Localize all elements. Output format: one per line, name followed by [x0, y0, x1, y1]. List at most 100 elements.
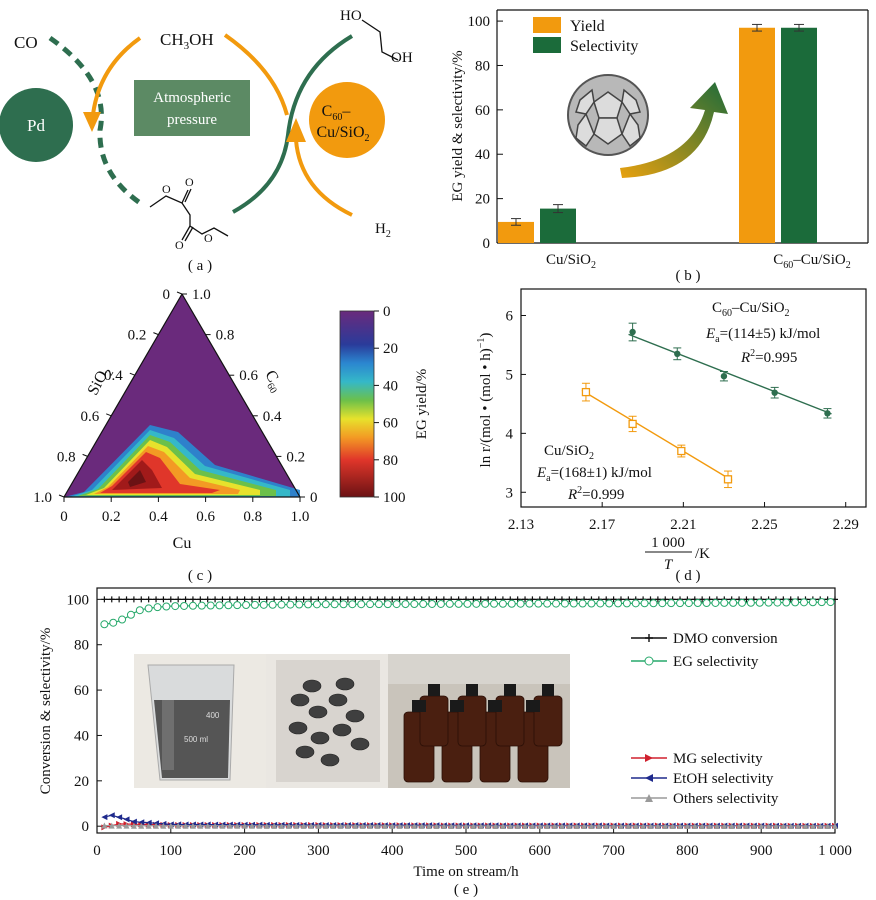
- e-marker-others: [433, 822, 440, 829]
- e-marker-eg: [180, 601, 189, 610]
- e-marker-conv: [219, 596, 226, 603]
- e-ytick-label: 0: [82, 819, 90, 835]
- e-legend-label: EG selectivity: [673, 654, 759, 670]
- c-axis-c60: C60: [259, 368, 287, 396]
- e-marker-others: [684, 822, 691, 829]
- e-marker-eg: [153, 603, 162, 612]
- ternary-left-edge: [63, 293, 183, 498]
- e-marker-others: [285, 822, 292, 829]
- h2-label: H2: [375, 221, 391, 240]
- bar-selectivity: [540, 208, 576, 243]
- bar-yield: [498, 221, 534, 243]
- e-marker-others: [389, 822, 396, 829]
- e-marker-others: [758, 822, 765, 829]
- d-point-green: [824, 410, 831, 417]
- e-marker-eg: [419, 600, 428, 609]
- e-marker-others: [175, 822, 182, 829]
- d-point-green: [674, 350, 681, 358]
- b-cat1-label: Cu/SiO2: [546, 252, 596, 271]
- e-marker-others: [802, 822, 809, 829]
- ethylene-glycol-structure: [361, 19, 399, 61]
- ternary-right-edge: [181, 293, 301, 498]
- colorbar-tick-label: 40: [383, 378, 398, 394]
- d-point-green: [629, 328, 636, 336]
- ternary-background: [64, 294, 300, 497]
- catalyst-circle: [309, 82, 385, 158]
- e-xtick-label: 300: [307, 843, 330, 859]
- e-marker-eg: [357, 600, 366, 609]
- e-marker-eg: [401, 600, 410, 609]
- e-marker-eg: [321, 600, 330, 609]
- fullerene-image: [567, 74, 649, 156]
- b-ytick-label: 40: [475, 147, 490, 163]
- e-marker-others: [795, 822, 802, 829]
- e-marker-others: [470, 822, 477, 829]
- e-marker-conv: [352, 596, 359, 603]
- e-xtick-label: 400: [381, 843, 404, 859]
- e-marker-eg: [109, 618, 118, 627]
- e-marker-others: [101, 822, 108, 829]
- e-marker-others: [566, 822, 573, 829]
- e-xtick-label: 0: [93, 843, 101, 859]
- e-marker-eg: [268, 600, 277, 609]
- colorbar-tick-label: 100: [383, 490, 406, 506]
- e-ytick-label: 40: [74, 728, 89, 744]
- improvement-arrow: [620, 82, 728, 178]
- e-marker-others: [551, 822, 558, 829]
- e-legend-label: EtOH selectivity: [673, 771, 774, 787]
- e-legend-marker: [645, 774, 653, 782]
- e-marker-others: [492, 822, 499, 829]
- c-left-tick: [58, 494, 65, 498]
- e-marker-others: [558, 822, 565, 829]
- e-ytick-label: 100: [67, 592, 90, 608]
- panel-a-label: ( a ): [188, 258, 212, 274]
- colorbar-tick-label: 20: [383, 341, 398, 357]
- c-left-tick-label: 0: [163, 287, 171, 303]
- legend-yield-label: Yield: [570, 18, 605, 35]
- e-marker-others: [256, 822, 263, 829]
- e-marker-conv: [566, 596, 573, 603]
- e-marker-conv: [256, 596, 263, 603]
- e-marker-others: [300, 822, 307, 829]
- d-xlabel-num: 1 000: [651, 535, 685, 551]
- e-marker-eg: [224, 601, 233, 610]
- e-marker-others: [610, 822, 617, 829]
- e-marker-eg: [454, 599, 463, 608]
- e-marker-conv: [160, 596, 167, 603]
- d-orange-name: Cu/SiO2: [544, 443, 594, 462]
- e-marker-others: [507, 822, 514, 829]
- e-marker-conv: [699, 596, 706, 603]
- e-marker-others: [308, 822, 315, 829]
- e-marker-others: [787, 822, 794, 829]
- d-xlabel-unit: /K: [695, 546, 710, 562]
- e-marker-eg: [507, 599, 516, 608]
- e-marker-eg: [614, 599, 623, 608]
- e-marker-others: [595, 822, 602, 829]
- e-legend-marker: [645, 634, 653, 642]
- e-marker-conv: [308, 596, 315, 603]
- e-marker-eg: [428, 599, 437, 608]
- e-marker-conv: [396, 596, 403, 603]
- d-xtick-label: 2.25: [751, 517, 777, 533]
- e-marker-eg: [569, 599, 578, 608]
- e-marker-etoh: [108, 812, 115, 819]
- b-ytick-label: 100: [468, 14, 491, 30]
- d-ytick-label: 3: [506, 485, 514, 501]
- d-plot: [581, 322, 832, 489]
- b-cat2-label: C60–Cu/SiO2: [773, 252, 851, 271]
- panel-b: 0 20 40 60 80 100 EG yield & selectivity/% Yi…: [450, 9, 869, 284]
- e-xlabel: Time on stream/h: [413, 864, 519, 880]
- e-legend-label: DMO conversion: [673, 631, 778, 647]
- e-marker-others: [765, 822, 772, 829]
- e-marker-eg: [560, 599, 569, 608]
- legend-selectivity-swatch: [533, 37, 561, 53]
- c-left-tick: [153, 332, 159, 336]
- e-marker-eg: [490, 599, 499, 608]
- panel-d: 2.13 2.17 2.21 2.25 2.29 3 4 5 6 ln r/(mol • (mo…: [476, 288, 867, 584]
- e-plot: [100, 596, 838, 831]
- d-green-ea: Ea=(114±5) kJ/mol: [705, 326, 820, 345]
- e-marker-others: [381, 822, 388, 829]
- box-line1: Atmospheric: [153, 90, 231, 106]
- e-marker-others: [344, 822, 351, 829]
- e-marker-eg: [436, 599, 445, 608]
